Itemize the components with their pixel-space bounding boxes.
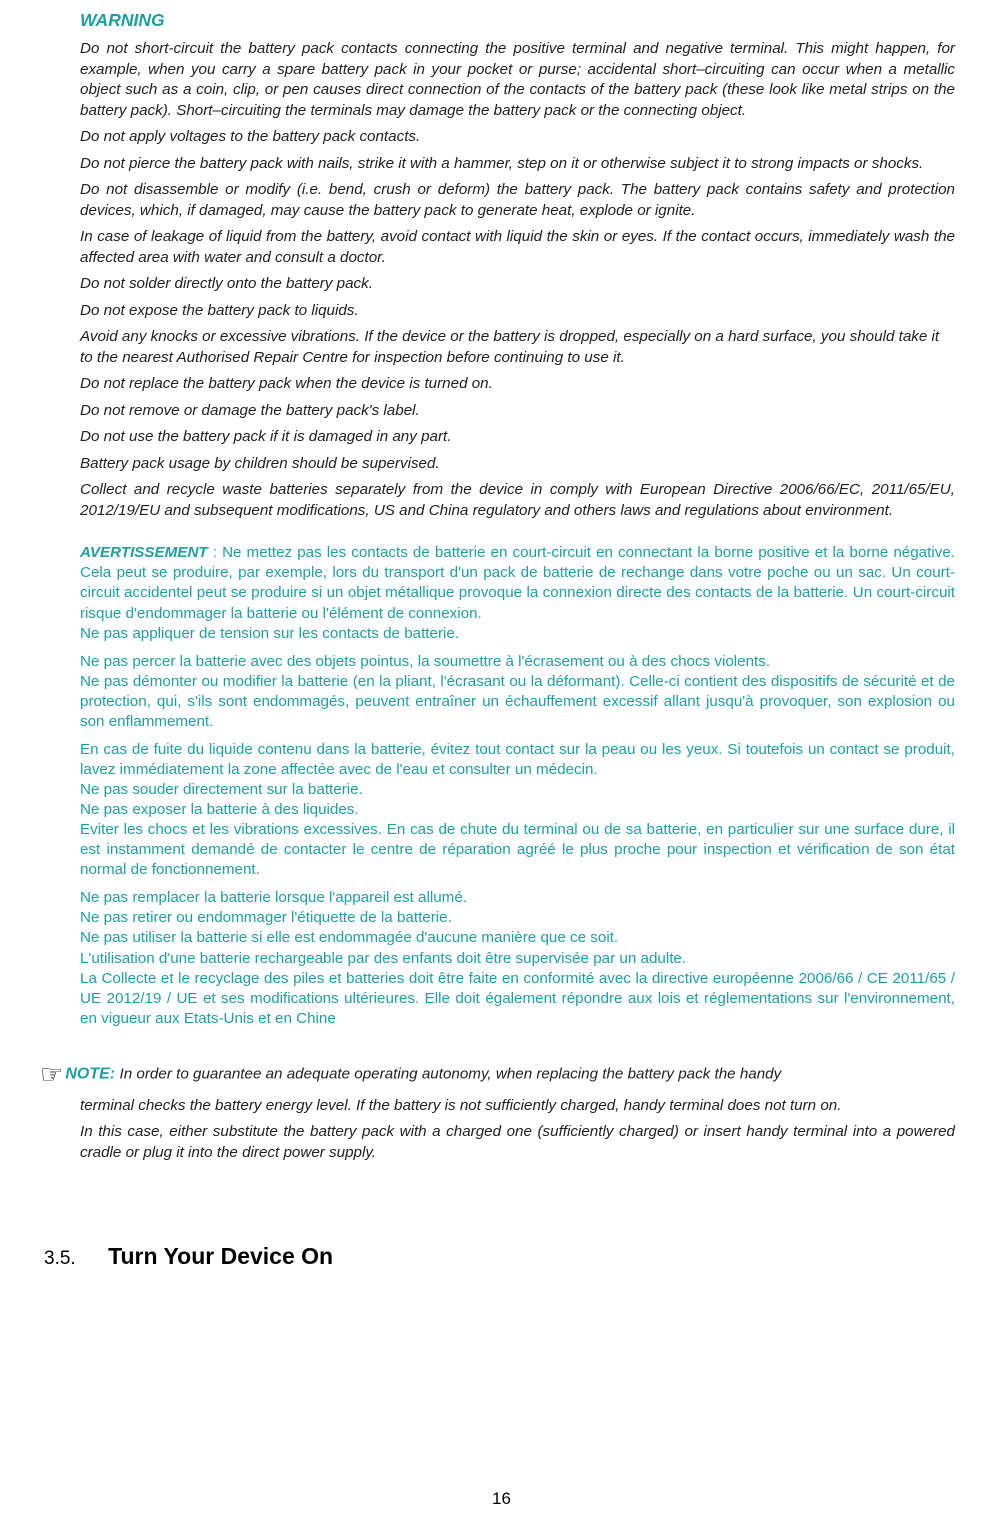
section-heading: 3.5. Turn Your Device On xyxy=(44,1243,955,1270)
warning-paragraph: Avoid any knocks or excessive vibrations… xyxy=(80,327,955,368)
section-number: 3.5. xyxy=(44,1248,76,1270)
avertissement-line: Eviter les chocs et les vibrations exces… xyxy=(80,820,955,880)
avertissement-line: Ne pas utiliser la batterie si elle est … xyxy=(80,928,955,948)
avertissement-line: Ne pas appliquer de tension sur les cont… xyxy=(80,624,955,644)
warning-section: WARNING Do not short-circuit the battery… xyxy=(80,10,955,521)
note-text-line: terminal checks the battery energy level… xyxy=(80,1096,955,1117)
avertissement-line: AVERTISSEMENT : Ne mettez pas les contac… xyxy=(80,543,955,623)
warning-paragraph: In case of leakage of liquid from the ba… xyxy=(80,227,955,268)
warning-paragraph: Do not pierce the battery pack with nail… xyxy=(80,154,955,175)
avertissement-block: AVERTISSEMENT : Ne mettez pas les contac… xyxy=(80,543,955,643)
avertissement-line: L'utilisation d'une batterie rechargeabl… xyxy=(80,949,955,969)
section-title: Turn Your Device On xyxy=(108,1243,333,1269)
page-number: 16 xyxy=(0,1489,1003,1509)
warning-paragraph: Collect and recycle waste batteries sepa… xyxy=(80,480,955,521)
avertissement-line: Ne pas remplacer la batterie lorsque l'a… xyxy=(80,888,955,908)
warning-paragraph: Do not apply voltages to the battery pac… xyxy=(80,127,955,148)
warning-paragraph: Do not disassemble or modify (i.e. bend,… xyxy=(80,180,955,221)
avertissement-block: Ne pas remplacer la batterie lorsque l'a… xyxy=(80,888,955,1028)
warning-paragraph: Do not remove or damage the battery pack… xyxy=(80,401,955,422)
warning-paragraph: Do not solder directly onto the battery … xyxy=(80,274,955,295)
avertissement-block: En cas de fuite du liquide contenu dans … xyxy=(80,740,955,880)
warning-paragraph: Battery pack usage by children should be… xyxy=(80,454,955,475)
note-block: ☞NOTE: In order to guarantee an adequate… xyxy=(40,1059,955,1164)
avertissement-line: Ne pas retirer ou endommager l'étiquette… xyxy=(80,908,955,928)
warning-paragraph: Do not expose the battery pack to liquid… xyxy=(80,301,955,322)
note-text-line: In this case, either substitute the batt… xyxy=(80,1122,955,1163)
avertissement-title: AVERTISSEMENT xyxy=(80,544,213,561)
avertissement-line: Ne pas démonter ou modifier la batterie … xyxy=(80,672,955,732)
warning-title: WARNING xyxy=(80,10,955,31)
note-label: NOTE: xyxy=(65,1065,115,1082)
avertissement-line: La Collecte et le recyclage des piles et… xyxy=(80,969,955,1029)
warning-paragraph: Do not replace the battery pack when the… xyxy=(80,374,955,395)
note-text-line: In order to guarantee an adequate operat… xyxy=(120,1065,782,1082)
avertissement-line: En cas de fuite du liquide contenu dans … xyxy=(80,740,955,780)
warning-paragraph: Do not use the battery pack if it is dam… xyxy=(80,427,955,448)
avertissement-line: Ne pas percer la batterie avec des objet… xyxy=(80,652,955,672)
avertissement-line: Ne pas souder directement sur la batteri… xyxy=(80,780,955,800)
warning-paragraph: Do not short-circuit the battery pack co… xyxy=(80,39,955,121)
pointing-hand-icon: ☞ xyxy=(40,1059,63,1090)
avertissement-section: AVERTISSEMENT : Ne mettez pas les contac… xyxy=(80,543,955,1028)
avertissement-line: Ne pas exposer la batterie à des liquide… xyxy=(80,800,955,820)
avertissement-block: Ne pas percer la batterie avec des objet… xyxy=(80,652,955,732)
